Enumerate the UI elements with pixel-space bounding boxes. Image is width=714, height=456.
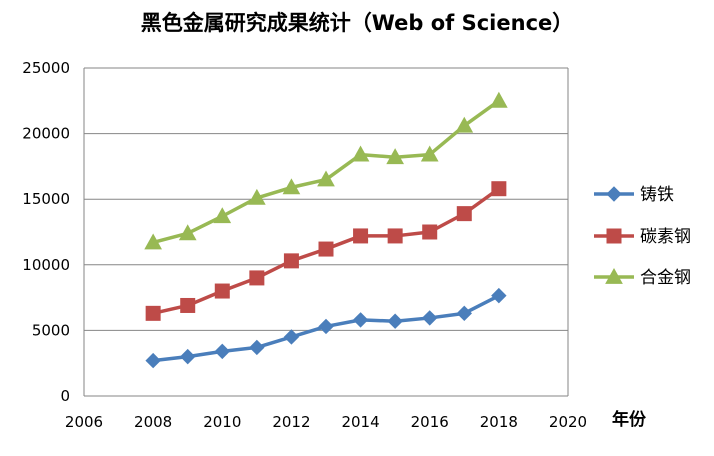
y-tick-label: 10000 (22, 256, 70, 274)
data-point (214, 343, 230, 360)
data-point (491, 287, 507, 304)
data-point (283, 329, 300, 345)
data-point (420, 145, 439, 162)
series-1 (145, 287, 507, 369)
legend-item: 碳素钢 (594, 227, 691, 247)
series-group (144, 91, 508, 369)
legend-item: 铸铁 (594, 185, 674, 205)
data-point (387, 313, 403, 329)
data-point (490, 91, 508, 108)
data-point (317, 170, 335, 187)
data-point (180, 297, 196, 313)
gridlines (84, 67, 568, 331)
data-point (455, 116, 474, 133)
data-point (422, 224, 438, 240)
y-tick-label: 0 (60, 387, 70, 405)
data-point (387, 228, 403, 244)
series-3 (144, 91, 508, 250)
x-tick-label: 2020 (549, 413, 587, 431)
data-point (145, 305, 161, 321)
y-tick-label: 20000 (22, 125, 70, 143)
data-point (491, 181, 507, 197)
data-point (353, 228, 369, 244)
x-tick-label: 2010 (203, 413, 241, 431)
y-tick-labels: 0 5000 10000 15000 20000 25000 (22, 59, 70, 405)
data-point (422, 310, 438, 326)
y-tick-label: 5000 (32, 321, 70, 339)
y-tick-label: 25000 (22, 59, 70, 77)
legend-marker (606, 228, 622, 244)
data-point (249, 270, 265, 286)
data-point (214, 283, 230, 299)
y-tick-label: 15000 (22, 190, 70, 208)
data-point (249, 339, 265, 356)
series-2 (145, 181, 507, 321)
data-point (318, 241, 334, 257)
data-point (352, 312, 369, 328)
data-point (144, 233, 162, 250)
data-point (213, 207, 232, 224)
legend-label: 合金钢 (640, 268, 691, 288)
x-tick-label: 2008 (134, 413, 172, 431)
x-tick-label: 2006 (65, 413, 103, 431)
x-axis-label: 年份 (612, 409, 647, 430)
data-point (351, 145, 370, 162)
legend-label: 铸铁 (640, 185, 674, 205)
axes (83, 68, 569, 397)
chart-title: 黑色金属研究成果统计（Web of Science） (141, 11, 574, 35)
legend-marker (605, 267, 623, 284)
legend-marker (606, 186, 622, 202)
data-point (283, 253, 299, 269)
x-tick-label: 2014 (341, 413, 379, 431)
x-tick-label: 2018 (480, 413, 518, 431)
data-point (178, 224, 197, 241)
legend-label: 碳素钢 (640, 227, 691, 247)
x-tick-labels: 2006 2008 2010 2012 2014 2016 2018 2020 (65, 413, 587, 431)
data-point (282, 178, 301, 195)
data-point (180, 348, 196, 365)
x-tick-label: 2012 (272, 413, 310, 431)
data-point (456, 305, 472, 322)
data-point (248, 188, 266, 205)
data-point (456, 206, 472, 222)
data-point (318, 318, 334, 335)
data-point (386, 148, 404, 165)
data-point (145, 352, 161, 369)
x-tick-label: 2016 (411, 413, 449, 431)
legend-item: 合金钢 (594, 267, 691, 288)
